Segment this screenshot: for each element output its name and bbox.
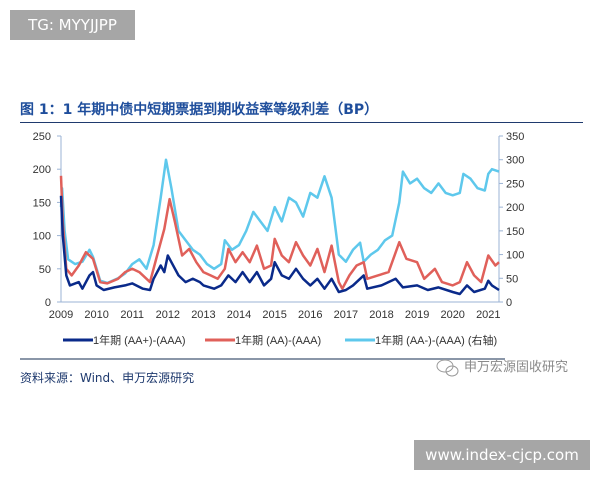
- x-tick-label: 2018: [369, 309, 393, 321]
- source-note: 资料来源：Wind、申万宏源研究: [20, 371, 195, 385]
- y2-tick-label: 300: [506, 155, 524, 167]
- wechat-watermark: 申万宏源固收研究: [464, 360, 569, 375]
- x-tick-label: 2019: [405, 309, 429, 321]
- source-divider: [20, 358, 505, 360]
- site-label: www.index-cjcp.com: [414, 440, 590, 470]
- x-tick-label: 2014: [227, 309, 251, 321]
- y2-tick-label: 150: [506, 226, 524, 238]
- y2-tick-label: 50: [506, 273, 518, 285]
- series-line-2: [59, 175, 500, 290]
- y2-tick-label: 0: [506, 297, 512, 309]
- title-divider: [20, 122, 583, 123]
- tag-label: TG: MYYJJPP: [10, 10, 135, 40]
- x-tick-label: 2012: [156, 309, 180, 321]
- x-tick-label: 2015: [262, 309, 286, 321]
- y2-tick-label: 350: [506, 131, 524, 143]
- x-tick-label: 2013: [191, 309, 215, 321]
- legend-label-1: 1年期 (AA+)-(AAA): [93, 333, 186, 347]
- y-tick-label: 0: [45, 297, 51, 309]
- y-tick-label: 50: [39, 264, 51, 276]
- legend-label-3: 1年期 (AA-)-(AAA) (右轴): [375, 333, 497, 347]
- x-tick-label: 2020: [440, 309, 464, 321]
- y2-tick-label: 250: [506, 178, 524, 190]
- x-tick-label: 2021: [476, 309, 500, 321]
- x-tick-label: 2010: [84, 309, 108, 321]
- legend-label-2: 1年期 (AA)-(AAA): [235, 333, 321, 347]
- x-tick-label: 2016: [298, 309, 322, 321]
- y-tick-label: 200: [33, 164, 51, 176]
- y2-tick-label: 100: [506, 250, 524, 262]
- x-tick-label: 2009: [49, 309, 73, 321]
- x-tick-label: 2011: [120, 309, 144, 321]
- y-tick-label: 100: [33, 231, 51, 243]
- wechat-icon: [436, 359, 459, 377]
- y-tick-label: 150: [33, 197, 51, 209]
- y-tick-label: 250: [33, 131, 51, 143]
- chart-title: 图 1：1 年期中债中短期票据到期收益率等级利差（BP）: [20, 102, 379, 118]
- y2-tick-label: 200: [506, 202, 524, 214]
- series-line-1: [59, 195, 500, 296]
- chart: 0 50 100 150 200 250 0 50 100 150 200 250 300 350 2009…: [33, 131, 525, 347]
- series-line-3: [59, 158, 500, 285]
- x-tick-label: 2017: [334, 309, 358, 321]
